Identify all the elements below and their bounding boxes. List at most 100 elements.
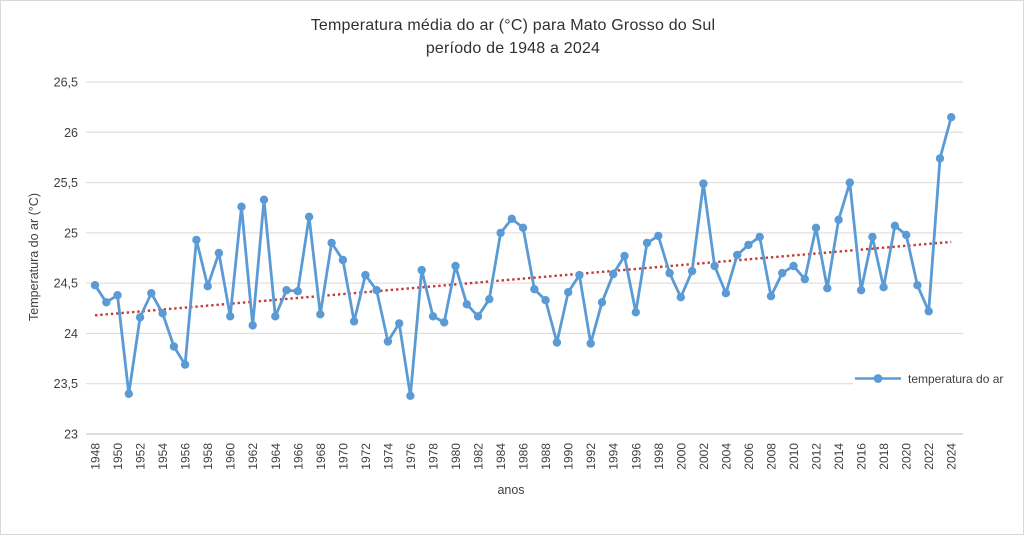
data-point-marker: [259, 195, 269, 204]
y-tick-label: 24: [64, 327, 78, 341]
data-point-marker: [248, 321, 257, 330]
data-point-marker: [947, 113, 956, 122]
data-point-marker: [665, 268, 674, 278]
data-point-marker: [349, 317, 359, 326]
data-point-marker: [778, 268, 787, 278]
data-point-marker: [687, 266, 697, 276]
x-tick-label: 1994: [607, 443, 621, 470]
y-tick-label: 23: [64, 428, 78, 442]
y-tick-labels: 26,5 26 25,5 25 24,5 24 23,5 23: [54, 76, 78, 442]
data-point-marker: [361, 270, 370, 280]
x-tick-label: 1996: [629, 443, 643, 470]
data-point-marker: [90, 281, 100, 290]
data-point-marker: [113, 291, 122, 300]
x-tick-label: 1992: [584, 443, 598, 470]
data-point-marker: [237, 202, 246, 211]
legend: temperatura do ar: [853, 369, 1008, 388]
data-point-marker: [755, 232, 764, 242]
x-tick-label: 2018: [877, 443, 891, 470]
chart-title-line1: Temperatura média do ar (°C) para Mato G…: [310, 17, 716, 34]
y-tick-label: 25,5: [54, 176, 78, 190]
data-point-marker: [147, 289, 156, 298]
data-point-marker: [721, 289, 731, 298]
data-point-marker: [609, 269, 618, 279]
x-tick-label: 1988: [539, 443, 553, 470]
data-point-marker: [541, 296, 550, 305]
data-point-marker: [575, 270, 584, 280]
data-point-marker: [203, 282, 212, 291]
data-point-marker: [440, 318, 449, 327]
x-tick-label: 2016: [855, 443, 869, 470]
x-tick-label: 2014: [832, 443, 846, 470]
x-tick-label: 1980: [449, 443, 463, 470]
x-tick-label: 1966: [291, 443, 305, 470]
x-tick-label: 1956: [179, 443, 193, 470]
x-tick-label: 1986: [517, 443, 531, 470]
data-point-marker: [699, 179, 708, 188]
data-point-marker: [485, 295, 494, 304]
legend-marker-dot: [873, 374, 883, 383]
data-point-marker: [507, 214, 516, 223]
data-point-marker: [496, 228, 505, 238]
data-point-marker: [282, 286, 291, 295]
x-tick-label: 2022: [922, 443, 936, 470]
data-point-marker: [530, 285, 539, 294]
data-point-marker: [372, 286, 381, 295]
data-point-marker: [214, 248, 224, 258]
data-point-marker: [169, 342, 179, 351]
x-tick-label: 1968: [314, 443, 328, 470]
data-point-marker: [338, 255, 348, 265]
x-tick-label: 2024: [945, 443, 959, 470]
data-series-line: [93, 115, 953, 398]
x-tick-label: 2000: [674, 443, 688, 470]
data-point-marker: [913, 281, 922, 290]
data-point-marker: [473, 312, 483, 321]
data-point-marker: [180, 360, 190, 369]
x-tick-label: 2006: [742, 443, 756, 470]
data-point-marker: [395, 319, 404, 328]
data-point-marker: [924, 307, 933, 316]
data-point-marker: [135, 313, 145, 322]
x-tick-labels: 1948 1950 1952 1954 1956 1958 1960 1962 1964 1966…: [89, 443, 959, 470]
chart-title-line2: período de 1948 a 2024: [425, 40, 601, 57]
data-point-markers: [90, 113, 956, 400]
data-point-marker: [766, 292, 776, 301]
x-tick-label: 1982: [472, 443, 486, 470]
data-point-marker: [462, 300, 471, 309]
data-point-marker: [428, 312, 438, 321]
data-point-marker: [654, 231, 663, 241]
legend-label: temperatura do ar: [908, 371, 1004, 386]
data-point-marker: [733, 250, 742, 260]
data-point-marker: [271, 312, 280, 321]
y-tick-label: 26,5: [54, 76, 78, 90]
x-tick-label: 2008: [764, 443, 778, 470]
x-tick-label: 2004: [719, 443, 733, 470]
y-tick-label: 25: [64, 226, 78, 240]
x-tick-label: 1970: [336, 443, 350, 470]
data-point-marker: [316, 310, 325, 319]
x-tick-label: 1972: [359, 443, 373, 470]
data-point-marker: [642, 238, 652, 248]
data-point-marker: [293, 287, 302, 296]
data-point-marker: [744, 240, 753, 250]
data-point-marker: [417, 265, 426, 275]
x-tick-label: 1954: [156, 443, 170, 470]
data-point-marker: [226, 312, 235, 321]
data-point-marker: [800, 274, 809, 284]
data-point-marker: [890, 221, 900, 230]
trendline: [94, 240, 952, 317]
data-point-marker: [935, 154, 945, 163]
x-tick-label: 1948: [89, 443, 103, 470]
y-tick-label: 24,5: [54, 277, 78, 291]
data-point-marker: [823, 284, 832, 293]
data-point-marker: [518, 223, 528, 232]
data-point-marker: [158, 309, 167, 318]
data-point-marker: [304, 212, 314, 221]
data-point-marker: [102, 298, 111, 307]
data-point-marker: [383, 337, 393, 346]
y-tick-label: 23,5: [54, 377, 78, 391]
x-tick-label: 1998: [652, 443, 666, 470]
data-point-marker: [879, 283, 888, 292]
